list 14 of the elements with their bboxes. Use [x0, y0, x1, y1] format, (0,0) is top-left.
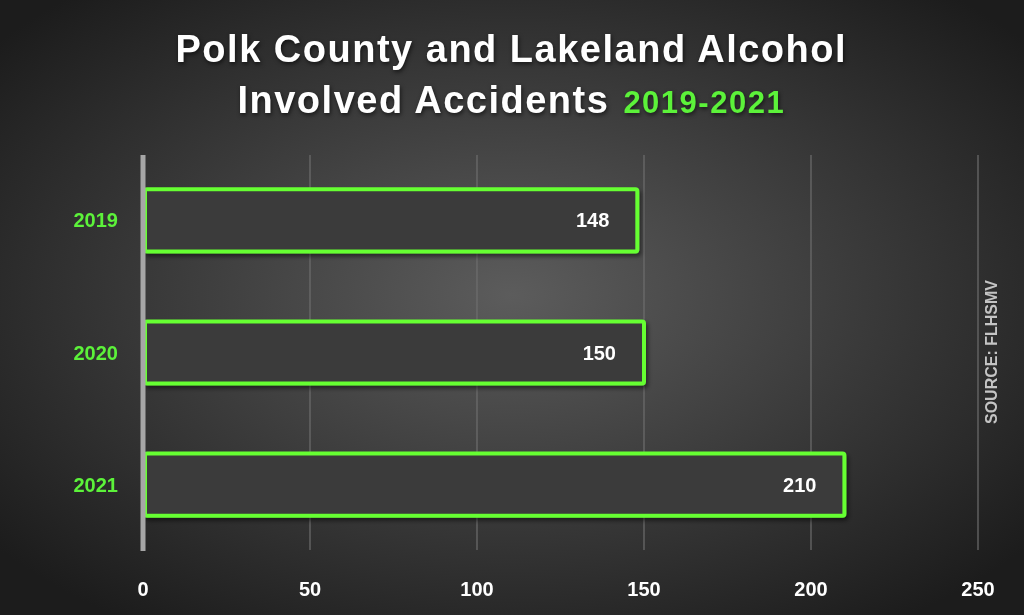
chart-title: Polk County and Lakeland Alcohol Involved Accidents 2019-2021 — [175, 28, 848, 121]
x-tick-label: 100 — [460, 578, 494, 600]
x-tick-label: 200 — [794, 578, 828, 600]
x-tick-label: 250 — [961, 578, 995, 600]
source-note: SOURCE: FLHSMV — [982, 279, 1000, 424]
y-tick-label: 2020 — [73, 341, 118, 364]
x-tick-label: 0 — [137, 578, 149, 600]
x-tick-label: 150 — [627, 578, 661, 600]
y-tick-label: 2019 — [73, 209, 118, 232]
x-tick-label: 50 — [298, 578, 322, 600]
y-tick-label: 2021 — [73, 473, 118, 496]
data-label: 148 — [575, 209, 610, 232]
data-label: 150 — [582, 341, 616, 364]
data-label: 210 — [783, 473, 817, 496]
